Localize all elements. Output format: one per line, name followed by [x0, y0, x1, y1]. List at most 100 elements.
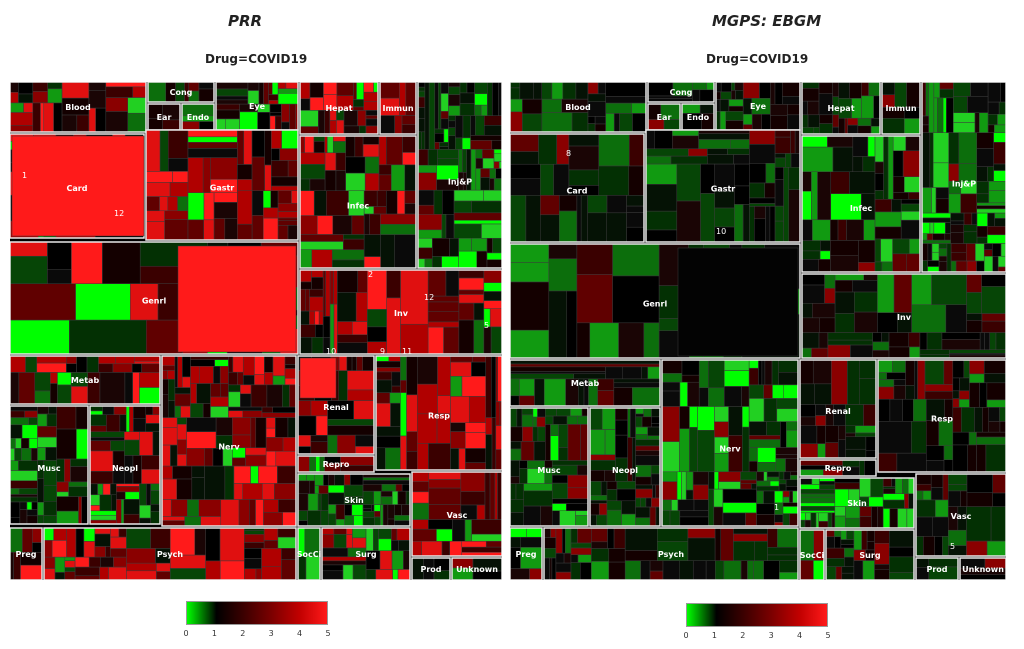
annotation-label: 10 — [716, 227, 726, 236]
group-musc-cell — [26, 501, 33, 510]
group-inv-cell — [483, 282, 502, 292]
group-injp-cell — [953, 122, 976, 133]
group-psych-cell — [591, 527, 608, 543]
group-musc-cell — [37, 478, 45, 503]
group-blood-cell — [510, 111, 523, 133]
group-renal-cell — [297, 400, 312, 417]
group-border — [801, 82, 881, 135]
group-injp-cell — [434, 141, 440, 150]
group-infec-cell — [891, 198, 902, 213]
group-gastr-cell — [730, 139, 750, 149]
group-nerv-cell — [254, 374, 265, 386]
group-inv-cell — [981, 273, 1006, 287]
group-musc-cell — [10, 494, 38, 498]
group-inv-cell — [337, 321, 353, 335]
group-blood-cell — [594, 123, 606, 133]
group-musc-cell — [56, 491, 69, 497]
group-label-genrl: Genrl — [643, 300, 668, 309]
group-injp-cell — [976, 205, 1006, 210]
group-nerv-cell — [708, 387, 725, 407]
group-inv-cell — [949, 349, 1006, 354]
group-infec-cell — [299, 249, 313, 269]
group-psych-cell — [543, 527, 551, 538]
group-injp-cell — [933, 222, 946, 234]
group-border — [510, 527, 543, 580]
group-nerv-cell — [661, 481, 678, 500]
group-resp-cell — [400, 435, 407, 471]
group-gastr-cell — [790, 153, 801, 168]
group-infec-cell — [332, 141, 346, 154]
group-hepat-cell — [801, 126, 815, 135]
group-musc-cell — [523, 490, 553, 507]
group-card-cell — [626, 205, 645, 213]
group-infec-cell — [324, 170, 337, 192]
group-inv-cell — [445, 269, 460, 297]
group-psych-cell — [543, 548, 557, 559]
group-injp-cell — [960, 193, 978, 214]
group-infec-cell — [874, 173, 884, 191]
group-gastr-cell — [749, 206, 755, 243]
group-nerv-cell — [740, 471, 757, 481]
group-surg-cell — [835, 566, 843, 580]
group-vasc-cell — [411, 528, 437, 542]
group-nerv-cell — [161, 444, 171, 467]
group-surg-cell — [378, 538, 392, 551]
group-inv-cell — [919, 332, 928, 351]
group-nerv-cell — [161, 427, 178, 446]
group-resp — [877, 359, 1006, 473]
group-hepat-cell — [299, 98, 311, 111]
group-psych-cell — [720, 527, 734, 561]
group-injp-cell — [921, 212, 951, 219]
group-skin-cell — [335, 519, 345, 527]
group-injp-cell — [448, 105, 461, 116]
group-musc-cell — [56, 481, 69, 493]
group-blood-cell — [510, 98, 523, 113]
group-neopl-cell — [139, 517, 151, 525]
group-psych-cell — [100, 556, 114, 568]
group-nerv-cell — [783, 471, 791, 480]
group-musc-cell — [566, 503, 589, 512]
group-metab-cell — [10, 372, 20, 405]
group-renal-cell — [315, 415, 328, 436]
group-skin-cell — [882, 499, 905, 509]
group-psych-cell — [126, 548, 156, 564]
group-skin-cell — [906, 508, 915, 529]
group-eye-cell — [751, 113, 762, 131]
group-hepat-cell — [336, 119, 345, 135]
group-injp-cell — [475, 149, 483, 159]
group-resp-cell — [472, 355, 486, 363]
group-infec-cell — [863, 219, 876, 241]
group-musc-cell — [558, 447, 569, 461]
group-vasc-cell — [489, 471, 496, 520]
group-inv-cell — [458, 302, 475, 321]
group-vasc-cell — [471, 519, 502, 535]
group-neopl-cell — [150, 511, 161, 525]
group-card-cell — [598, 165, 630, 196]
group-nerv-cell — [778, 483, 787, 492]
group-skin-cell — [307, 510, 322, 527]
group-label-hepat: Hepat — [325, 104, 352, 113]
group-injp-cell — [437, 149, 459, 159]
group-nerv-cell — [250, 465, 259, 484]
group-metab-cell — [99, 372, 126, 405]
group-resp-cell — [961, 407, 975, 433]
group-injp-cell — [994, 212, 1006, 219]
group-nerv-cell — [275, 417, 289, 438]
group-vasc-cell — [990, 506, 1006, 542]
group-vasc-cell — [411, 481, 430, 493]
group-ear — [147, 103, 181, 131]
group-inv-cell — [458, 269, 485, 279]
group-label-ear: Ear — [657, 113, 672, 122]
group-psych-cell — [640, 560, 651, 580]
group-gastr-cell — [251, 215, 264, 241]
color-scale-tick: 4 — [797, 631, 803, 640]
group-renal — [799, 359, 877, 459]
group-blood-cell — [105, 111, 128, 133]
group-infec-cell — [376, 190, 387, 207]
panel-title-prr: PRR — [228, 12, 263, 30]
group-surg-cell — [889, 546, 915, 558]
group-inv-cell — [427, 326, 444, 355]
group-resp-cell — [375, 402, 391, 427]
group-infec-cell — [892, 135, 907, 151]
